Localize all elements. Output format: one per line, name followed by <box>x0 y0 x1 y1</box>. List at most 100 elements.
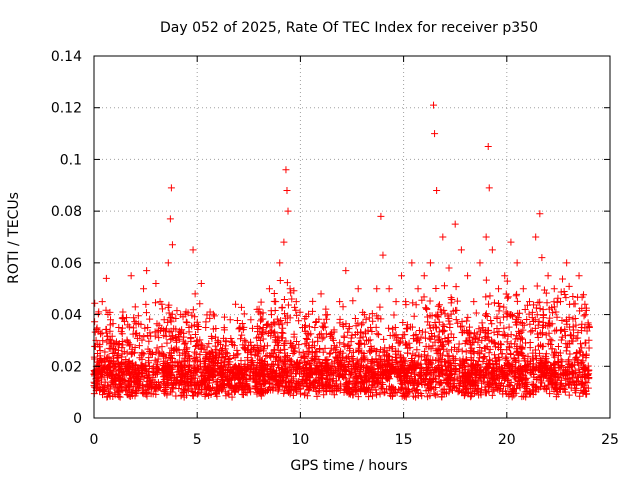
data-point <box>201 362 209 370</box>
data-point <box>556 298 564 306</box>
data-point <box>206 349 214 357</box>
data-point <box>131 303 139 311</box>
y-axis-label: ROTI / TECUs <box>6 192 22 284</box>
data-point <box>585 324 593 331</box>
data-point <box>457 246 465 254</box>
x-tick-label: 20 <box>498 432 516 448</box>
data-point <box>501 272 509 280</box>
data-point <box>408 259 416 267</box>
data-point <box>247 316 255 324</box>
data-point <box>426 259 434 267</box>
data-point <box>445 264 453 272</box>
data-point <box>482 233 490 241</box>
data-point <box>283 186 291 194</box>
data-point <box>143 267 151 275</box>
data-point <box>173 336 181 344</box>
data-point <box>282 166 290 174</box>
y-tick-label: 0.06 <box>51 256 82 272</box>
data-point <box>259 324 267 331</box>
data-point <box>563 259 571 267</box>
data-point <box>367 324 375 331</box>
y-tick-label: 0.02 <box>51 359 82 375</box>
y-tick-label: 0.1 <box>60 152 82 168</box>
data-point <box>298 324 306 331</box>
data-point <box>226 316 234 324</box>
data-point <box>464 272 472 280</box>
dense-data-cloud <box>90 275 593 401</box>
data-point <box>373 285 381 293</box>
data-point <box>102 274 110 282</box>
data-point <box>135 342 143 350</box>
data-point <box>276 259 284 267</box>
data-point <box>253 305 261 313</box>
data-point <box>111 362 119 370</box>
data-point <box>377 212 385 220</box>
data-point <box>476 259 484 267</box>
plot-frame <box>93 55 611 419</box>
x-tick-label: 5 <box>193 432 202 448</box>
data-point <box>167 184 175 192</box>
data-point <box>329 336 337 344</box>
data-point <box>526 298 534 306</box>
data-point <box>485 184 493 192</box>
data-point <box>107 316 115 324</box>
data-point <box>115 324 123 331</box>
data-point <box>123 336 131 344</box>
data-point <box>280 238 288 246</box>
data-point <box>430 101 438 109</box>
data-point <box>156 298 164 306</box>
x-tick-label: 0 <box>90 432 99 448</box>
grid-lines <box>94 56 610 418</box>
data-point <box>519 285 527 293</box>
data-point <box>317 290 325 298</box>
data-point <box>342 267 350 275</box>
data-point <box>451 220 459 228</box>
data-point <box>168 241 176 249</box>
data-point <box>189 246 197 254</box>
y-tick-label: 0 <box>73 411 82 427</box>
data-point <box>230 342 238 350</box>
data-point <box>292 298 300 306</box>
data-point <box>185 324 193 331</box>
data-point <box>181 349 189 357</box>
data-point <box>354 285 362 293</box>
data-point <box>144 324 152 331</box>
data-point <box>98 298 106 306</box>
data-point <box>575 272 583 280</box>
data-point <box>538 254 546 262</box>
data-point <box>286 285 294 293</box>
x-tick-label: 15 <box>395 432 413 448</box>
data-point <box>385 285 393 293</box>
data-point <box>160 316 168 324</box>
y-tick-label: 0.04 <box>51 308 82 324</box>
data-point <box>433 186 441 194</box>
data-point <box>127 272 135 280</box>
data-point <box>470 298 478 306</box>
data-point <box>272 298 280 306</box>
data-point <box>214 336 222 344</box>
data-point <box>191 290 199 298</box>
y-tick-label: 0.08 <box>51 204 82 220</box>
data-point <box>323 311 331 319</box>
data-point <box>152 280 160 288</box>
data-point <box>197 280 205 288</box>
data-point <box>379 251 387 259</box>
data-point <box>431 130 439 138</box>
data-point <box>284 207 292 215</box>
data-point <box>360 311 368 319</box>
data-point <box>95 357 103 365</box>
data-point <box>265 285 273 293</box>
data-point <box>507 238 515 246</box>
axis-ticks: 0 0.02 0.04 0.06 0.08 0.1 0.12 0.14 0 5 10 15 20 25 <box>51 49 619 448</box>
data-point <box>311 324 319 331</box>
data-point <box>391 324 399 331</box>
y-tick-label: 0.12 <box>51 101 82 117</box>
data-point <box>147 349 155 357</box>
data-point <box>484 143 492 150</box>
data-point <box>532 233 540 241</box>
data-point <box>193 336 201 344</box>
data-point <box>402 298 410 306</box>
data-point <box>348 331 356 339</box>
data-point <box>513 259 521 267</box>
